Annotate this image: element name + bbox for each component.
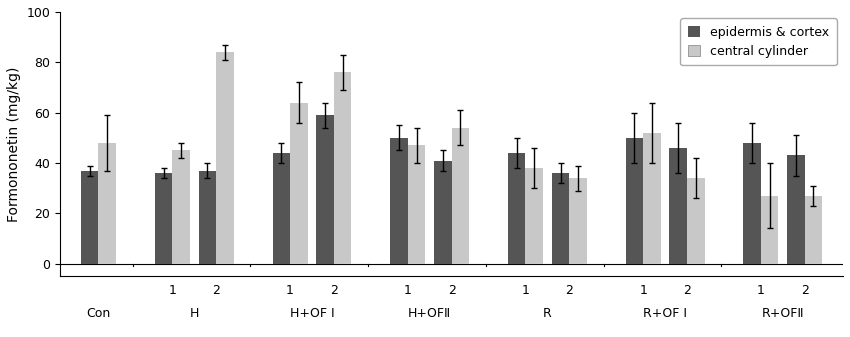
Bar xyxy=(508,153,525,264)
Text: R+OFⅡ: R+OFⅡ xyxy=(762,307,804,319)
Legend: epidermis & cortex, central cylinder: epidermis & cortex, central cylinder xyxy=(680,18,836,65)
Bar xyxy=(744,143,761,264)
Text: H+OFⅡ: H+OFⅡ xyxy=(408,307,451,319)
Bar xyxy=(805,196,822,264)
Bar xyxy=(787,155,805,264)
Bar xyxy=(408,145,425,264)
Bar xyxy=(99,143,116,264)
Bar xyxy=(570,178,586,264)
Bar xyxy=(434,160,451,264)
Bar xyxy=(316,115,334,264)
Bar xyxy=(81,171,99,264)
Bar xyxy=(273,153,290,264)
Bar xyxy=(390,138,408,264)
Bar xyxy=(451,128,469,264)
Bar xyxy=(216,52,234,264)
Bar xyxy=(626,138,643,264)
Text: H: H xyxy=(190,307,199,319)
Bar xyxy=(525,168,543,264)
Y-axis label: Formononetin (mg/kg): Formononetin (mg/kg) xyxy=(7,66,21,222)
Bar xyxy=(199,171,216,264)
Bar xyxy=(290,102,308,264)
Bar xyxy=(670,148,687,264)
Bar xyxy=(155,173,173,264)
Text: R+OF I: R+OF I xyxy=(643,307,687,319)
Text: R: R xyxy=(543,307,552,319)
Text: Con: Con xyxy=(87,307,110,319)
Bar xyxy=(334,72,351,264)
Bar xyxy=(173,150,190,264)
Bar xyxy=(761,196,779,264)
Bar xyxy=(687,178,705,264)
Bar xyxy=(643,133,660,264)
Text: H+OF I: H+OF I xyxy=(290,307,334,319)
Bar xyxy=(552,173,570,264)
